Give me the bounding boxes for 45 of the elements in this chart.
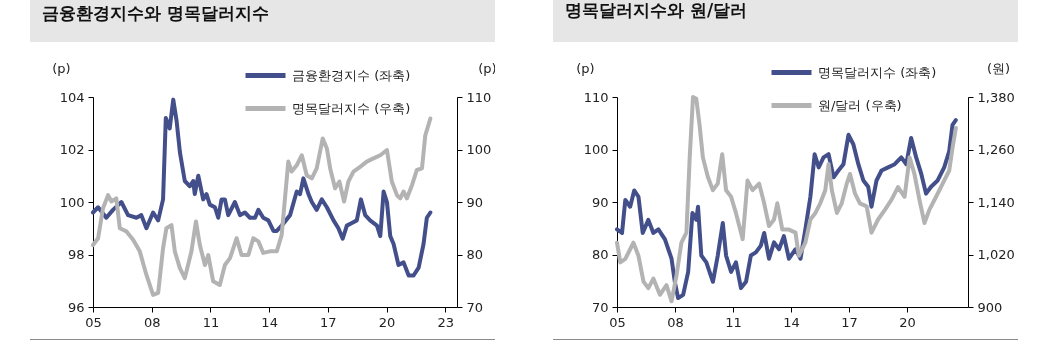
y-tick-label: 98: [67, 247, 85, 262]
x-tick-label: 23: [437, 314, 455, 330]
y2-tick-label: 1,260: [977, 142, 1015, 157]
y-axis-title: (p): [52, 60, 71, 76]
y2-tick-label: 1,140: [977, 194, 1015, 210]
y2-tick-label: 90: [466, 194, 484, 210]
legend-label: 명목달러지수 (좌축): [818, 64, 937, 80]
y2-tick-label: 1,380: [977, 89, 1015, 105]
y-axis-title: (p): [576, 60, 595, 76]
y-tick-label: 104: [59, 89, 85, 105]
y-tick-label: 100: [59, 194, 85, 210]
line-series: [91, 116, 433, 297]
y-tick-label: 80: [591, 247, 609, 262]
y2-axis-title: (p): [478, 60, 497, 76]
y-tick-label: 100: [583, 142, 609, 157]
legend-label: 명목달러지수 (우축): [292, 100, 411, 116]
y-tick-label: 110: [583, 89, 609, 105]
line-series: [91, 97, 433, 278]
x-tick-label: 20: [899, 314, 916, 330]
x-tick-label: 14: [261, 314, 278, 330]
x-tick-label: 05: [85, 314, 102, 330]
y-tick-label: 102: [59, 142, 85, 157]
x-tick-label: 08: [667, 314, 684, 330]
y2-tick-label: 900: [977, 299, 1003, 315]
y-tick-label: 90: [591, 194, 609, 210]
y-tick-label: 70: [591, 299, 609, 315]
legend-label: 금융환경지수 (좌축): [292, 67, 411, 83]
y2-axis-title: (원): [986, 60, 1011, 76]
x-tick-label: 11: [202, 314, 220, 330]
y2-tick-label: 100: [466, 142, 492, 157]
chart-title: 명목달러지수와 원/달러: [565, 0, 748, 20]
x-tick-label: 17: [320, 314, 337, 330]
x-tick-label: 05: [609, 314, 626, 330]
x-tick-label: 20: [378, 314, 396, 330]
x-tick-label: 11: [725, 314, 742, 330]
y-tick-label: 96: [67, 299, 85, 315]
y2-tick-label: 1,020: [977, 247, 1015, 262]
x-tick-label: 08: [143, 314, 161, 330]
y2-tick-label: 70: [466, 299, 484, 315]
x-tick-label: 14: [783, 314, 800, 330]
legend-label: 원/달러 (우축): [818, 97, 902, 113]
x-tick-label: 17: [841, 314, 858, 330]
chart-title: 금융환경지수와 명목달러지수: [42, 3, 269, 23]
y2-tick-label: 80: [466, 247, 484, 262]
y2-tick-label: 110: [466, 89, 492, 105]
